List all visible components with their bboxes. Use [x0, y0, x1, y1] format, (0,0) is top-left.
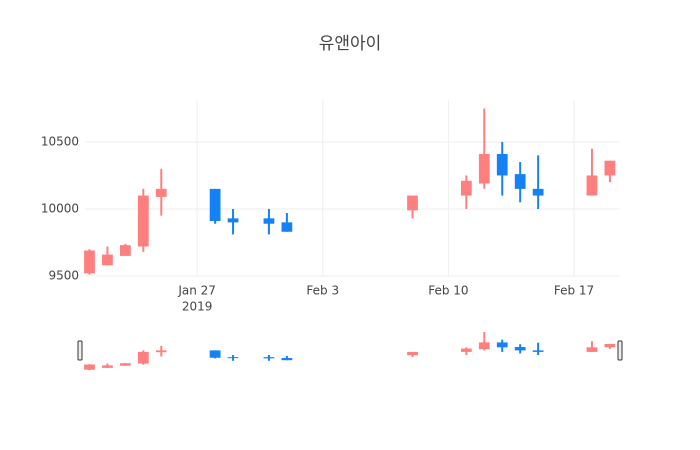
candle-body: [604, 343, 616, 348]
x-tick-year: 2019: [182, 300, 213, 314]
x-tick-label: Feb 10: [428, 284, 468, 298]
candle-body: [586, 175, 598, 196]
candle-body: [478, 342, 490, 350]
candle-body: [102, 365, 113, 368]
candle-body: [119, 363, 131, 366]
candle-body: [460, 348, 472, 352]
candle-body: [460, 180, 472, 196]
candle-body: [209, 188, 221, 222]
candle-body: [586, 347, 598, 352]
candle-body: [263, 357, 275, 359]
y-tick-label: 10500: [41, 134, 79, 148]
candle-body: [227, 357, 239, 359]
candle-body: [496, 342, 508, 348]
y-tick-label: 9500: [48, 269, 79, 283]
candle-body: [478, 154, 490, 184]
candle-body: [119, 245, 131, 256]
x-tick-label: Feb 3: [306, 284, 339, 298]
candle-body: [84, 250, 95, 274]
candle-body: [227, 218, 239, 223]
candle-body: [102, 254, 113, 266]
candle-body: [496, 154, 508, 176]
range-handle[interactable]: [77, 340, 83, 361]
x-tick-label: Jan 27: [177, 284, 216, 298]
candle-body: [155, 350, 167, 353]
candle-body: [263, 218, 275, 224]
x-tick-label: Feb 17: [554, 284, 594, 298]
candle-body: [84, 364, 95, 370]
candle-body: [281, 358, 293, 361]
candle-body: [137, 351, 149, 364]
candle-body: [155, 188, 167, 197]
range-handle[interactable]: [617, 340, 623, 361]
candle-body: [604, 160, 616, 176]
candle-body: [514, 174, 526, 189]
candle-body: [514, 347, 526, 351]
chart-title: 유앤아이: [319, 34, 382, 54]
candle-body: [281, 222, 293, 232]
candle-body: [532, 350, 544, 352]
candle-body: [209, 350, 221, 358]
candle-body: [532, 188, 544, 196]
candle-body: [137, 195, 149, 247]
candle-body: [407, 195, 418, 211]
candle-body: [407, 351, 418, 356]
y-tick-label: 10000: [41, 201, 79, 215]
